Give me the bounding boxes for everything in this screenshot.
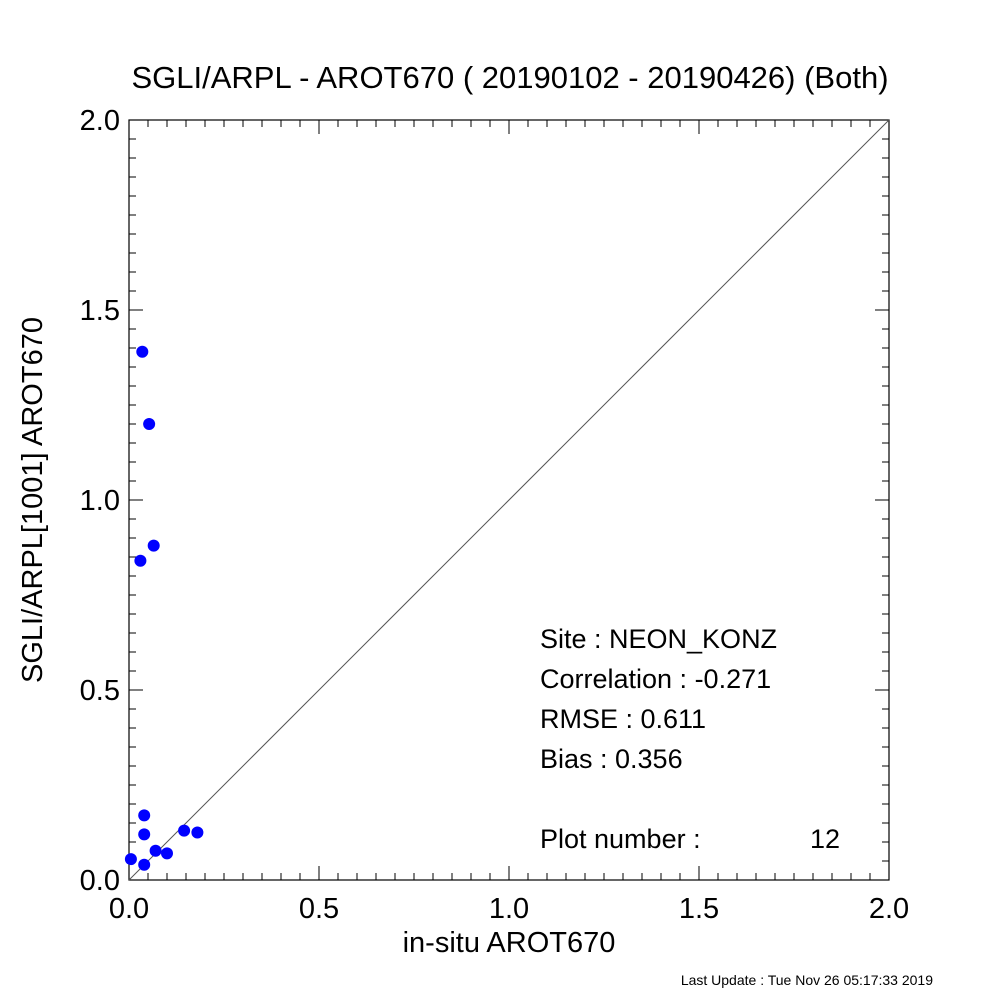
- x-axis-label: in-situ AROT670: [403, 927, 616, 959]
- stat-bias: Bias : 0.356: [540, 744, 683, 774]
- data-point: [124, 853, 137, 866]
- stat-site: Site : NEON_KONZ: [540, 624, 777, 654]
- data-point: [134, 554, 147, 567]
- data-point: [161, 847, 173, 860]
- data-point: [138, 809, 151, 822]
- x-tick-label: 1.5: [679, 893, 719, 925]
- stat-correlation: Correlation : -0.271: [540, 664, 771, 694]
- y-tick-labels: 0.0 0.5 1.0 1.5 2.0: [80, 105, 120, 897]
- x-tick-label: 1.0: [489, 893, 529, 925]
- y-tick-label: 1.5: [80, 295, 120, 327]
- y-tick-label: 1.0: [80, 485, 120, 517]
- data-point: [147, 539, 160, 552]
- data-point: [191, 826, 204, 839]
- stats-box: Site : NEON_KONZ Correlation : -0.271 RM…: [540, 624, 840, 854]
- data-point: [138, 858, 151, 871]
- x-tick-label: 0.0: [109, 893, 149, 925]
- data-point: [138, 828, 151, 841]
- data-point: [143, 418, 156, 430]
- y-tick-label: 0.5: [80, 675, 120, 707]
- stat-plot-number-value: 12: [810, 824, 840, 854]
- y-tick-label: 0.0: [80, 865, 120, 897]
- y-axis-label: SGLI/ARPL[1001] AROT670: [17, 317, 49, 683]
- one-to-one-line: [128, 119, 890, 881]
- axis-ticks: [129, 120, 889, 880]
- stat-rmse: RMSE : 0.611: [540, 704, 706, 734]
- x-tick-label: 0.5: [299, 893, 339, 925]
- stat-plot-number-label: Plot number :: [540, 824, 701, 854]
- data-point: [178, 824, 191, 837]
- data-point: [136, 345, 149, 358]
- last-update-footer: Last Update : Tue Nov 26 05:17:33 2019: [681, 972, 933, 988]
- y-tick-label: 2.0: [80, 105, 120, 137]
- x-tick-label: 2.0: [869, 893, 909, 925]
- chart-title: SGLI/ARPL - AROT670 ( 20190102 - 2019042…: [131, 60, 888, 95]
- data-point: [149, 844, 162, 857]
- x-tick-labels: 0.0 0.5 1.0 1.5 2.0: [109, 893, 909, 925]
- data-points: [124, 345, 204, 871]
